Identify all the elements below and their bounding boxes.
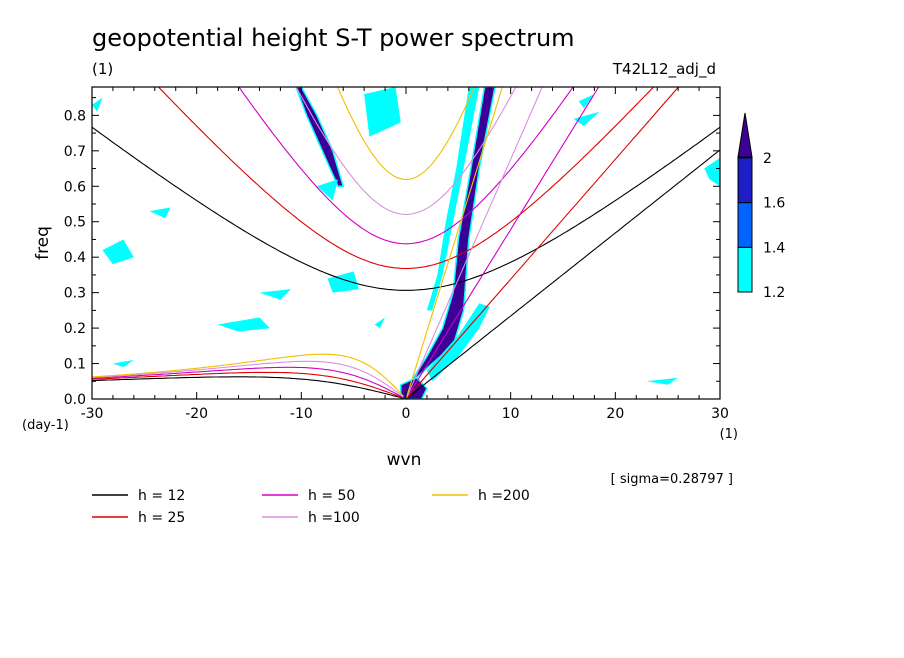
x-tick-label: 10	[502, 406, 520, 422]
curve-2-branch-2	[405, 87, 600, 399]
shaded-region-6	[426, 87, 480, 311]
colorbar-segment-2	[737, 157, 753, 204]
curve-0-branch-0	[92, 126, 720, 291]
curve-4-branch-1	[92, 353, 404, 397]
x-tick-label: 0	[402, 406, 411, 422]
y-tick-label: 0.1	[64, 357, 86, 373]
shaded-region-4	[364, 87, 401, 137]
curve-0-branch-2	[405, 149, 720, 399]
curve-2-branch-1	[92, 366, 404, 399]
shaded-regions	[92, 87, 720, 399]
colorbar: 1.2 1.4 1.6 2	[737, 112, 785, 301]
curve-1-branch-0	[157, 87, 655, 270]
shaded-region-14	[646, 377, 679, 385]
curve-3-branch-2	[405, 87, 543, 399]
curve-1-branch-1	[92, 371, 404, 399]
colorbar-label: 1.6	[763, 196, 785, 212]
y-tick-label: 0.6	[64, 179, 86, 195]
sigma-note: [ sigma=0.28797 ]	[611, 472, 733, 487]
x-tick-label: 20	[606, 406, 624, 422]
curve-0-branch-1	[92, 376, 404, 399]
shaded-region-10	[327, 271, 359, 293]
y-axis-label: freq	[33, 226, 53, 260]
y-tick-label: 0.7	[64, 144, 86, 160]
shaded-region-19	[578, 94, 595, 109]
y-tick-label: 0.2	[64, 321, 86, 337]
shaded-region-13	[112, 360, 134, 368]
legend-label-3: h =100	[308, 510, 360, 526]
x-unit-label: (1)	[720, 427, 738, 442]
colorbar-segment-1	[737, 202, 753, 248]
y-unit-label: (day-1)	[22, 418, 69, 433]
chart-subtitle-left: (1)	[92, 60, 113, 78]
x-tick-label: -20	[185, 406, 208, 422]
y-tick-label: 0.3	[64, 286, 86, 302]
axis-ticks	[91, 87, 721, 400]
dispersion-curves	[92, 87, 720, 399]
shaded-region-2	[295, 87, 345, 188]
colorbar-label: 1.2	[763, 285, 785, 301]
legend-label-4: h =200	[478, 488, 530, 504]
x-tick-label: -10	[290, 406, 313, 422]
y-tick-label: 0.8	[64, 108, 86, 124]
y-tick-label: 0.5	[64, 215, 86, 231]
x-tick-label: 30	[711, 406, 729, 422]
curve-3-branch-1	[92, 360, 404, 398]
y-tick-label: 0.0	[64, 392, 86, 408]
plot-frame	[91, 86, 721, 400]
chart-subtitle-right: T42L12_adj_d	[612, 60, 716, 79]
y-tick-labels: 0.0 0.1 0.2 0.3 0.4 0.5 0.6 0.7 0.8	[64, 108, 86, 408]
curve-4-branch-0	[336, 87, 476, 181]
shaded-region-7	[102, 239, 134, 265]
shaded-region-11	[217, 317, 270, 332]
legend-label-2: h = 50	[308, 488, 355, 504]
shaded-region-17	[317, 179, 338, 201]
chart-title: geopotential height S-T power spectrum	[92, 24, 575, 52]
y-tick-label: 0.4	[64, 250, 86, 266]
colorbar-segment-0	[737, 246, 753, 293]
shaded-region-12	[374, 317, 386, 329]
shaded-region-9	[259, 289, 291, 300]
curve-3-branch-0	[295, 87, 517, 215]
shaded-region-5	[426, 303, 490, 382]
legend-label-0: h = 12	[138, 488, 185, 504]
x-tick-label: -30	[81, 406, 104, 422]
x-axis-label: wvn	[387, 450, 422, 470]
curve-2-branch-0	[238, 87, 574, 245]
colorbar-arrow	[737, 112, 753, 158]
shaded-region-15	[704, 157, 720, 187]
colorbar-label: 1.4	[763, 240, 785, 256]
shaded-region-18	[92, 97, 103, 112]
colorbar-label: 2	[763, 151, 772, 167]
legend: h = 12 h = 25 h = 50 h =100 h =200	[92, 488, 530, 526]
curve-1-branch-2	[405, 87, 680, 399]
curve-4-branch-2	[405, 87, 503, 399]
shaded-region-16	[573, 111, 600, 126]
legend-label-1: h = 25	[138, 510, 185, 526]
x-tick-labels: -30 -20 -10 0 10 20 30	[81, 406, 729, 422]
shaded-region-8	[149, 207, 171, 219]
